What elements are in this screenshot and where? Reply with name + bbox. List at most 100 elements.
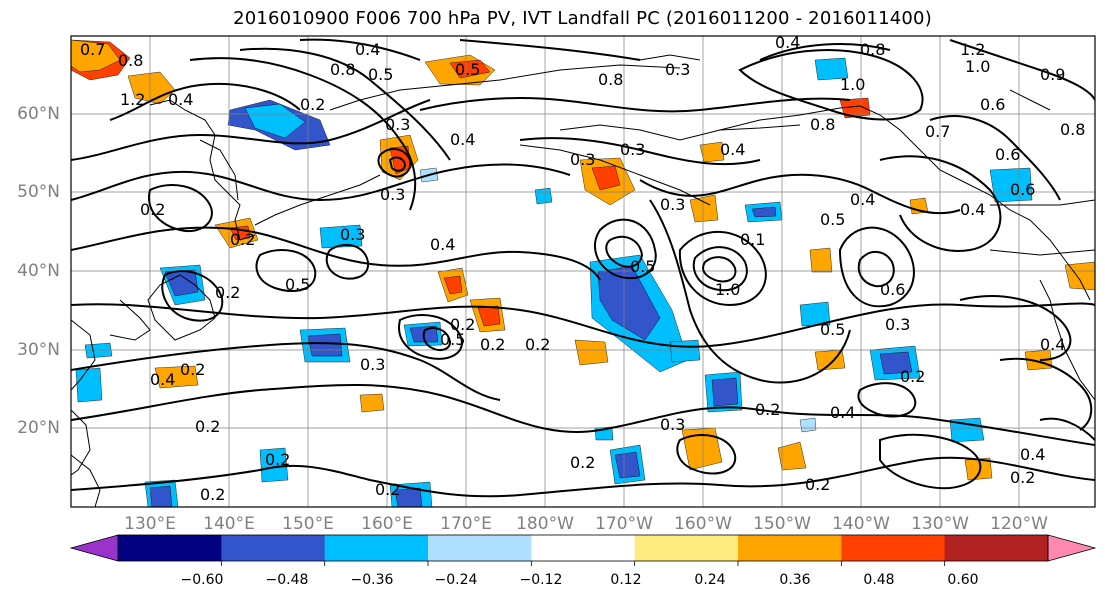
contour-label: 0.4 [1020, 445, 1045, 464]
contour-label: 0.4 [450, 130, 475, 149]
contour-label: 1.2 [120, 90, 145, 109]
contour-label: 0.2 [525, 335, 550, 354]
contour-label: 0.6 [980, 95, 1005, 114]
contour-label: 0.3 [620, 140, 645, 159]
plot-frame [70, 35, 1096, 508]
contour-label: 0.2 [215, 283, 240, 302]
colorbar-swatch [841, 535, 946, 561]
plot-background [71, 36, 1095, 507]
contour-label: 0.2 [480, 335, 505, 354]
contour-label: 0.7 [925, 122, 950, 141]
contour-label: 0.4 [775, 33, 800, 52]
colorbar-tick-label: −0.36 [350, 572, 394, 588]
lon-label: 150°E [282, 514, 334, 534]
colorbar-swatch [118, 535, 222, 561]
lon-label: 160°E [361, 514, 413, 534]
contour-label: 0.4 [830, 403, 855, 422]
contour-label: 0.3 [665, 60, 690, 79]
contour-label: 0.8 [118, 51, 143, 70]
colorbar-tick-label: 0.60 [947, 572, 979, 588]
lat-label: 30°N [17, 340, 60, 360]
lon-label: 130°W [911, 514, 969, 534]
contour-label: 0.2 [375, 480, 400, 499]
lon-label: 180°W [516, 514, 574, 534]
contour-label: 1.0 [840, 75, 865, 94]
contour-label: 0.5 [285, 275, 310, 294]
contour-label: 0.3 [660, 195, 685, 214]
colorbar-tick-label: 0.36 [779, 572, 811, 588]
contour-label: 0.2 [570, 453, 595, 472]
colorbar-extend-low [69, 534, 119, 562]
colorbar-tick-label: −0.48 [265, 572, 309, 588]
lon-label: 120°W [990, 514, 1048, 534]
colorbar-swatch [324, 535, 429, 561]
contour-label: 0.2 [300, 95, 325, 114]
contour-label: 0.8 [860, 40, 885, 59]
contour-label: 0.5 [455, 60, 480, 79]
contour-label: 0.4 [168, 90, 193, 109]
colorbar-swatch [738, 535, 842, 561]
contour-label: 0.2 [450, 315, 475, 334]
contour-label: 0.8 [1060, 120, 1085, 139]
lon-label: 170°W [595, 514, 653, 534]
lat-label: 40°N [17, 261, 60, 281]
contour-label: 0.3 [385, 115, 410, 134]
pv-contours [71, 38, 1095, 498]
contour-label: 1.0 [965, 57, 990, 76]
colorbar-swatch [221, 535, 326, 561]
contour-label: 0.3 [570, 150, 595, 169]
contour-label: 0.8 [598, 70, 623, 89]
contour-label: 0.4 [150, 370, 175, 389]
colorbar-swatch [531, 535, 636, 561]
contour-label: 0.3 [340, 225, 365, 244]
colorbar [69, 534, 1097, 566]
contour-label: 0.3 [380, 185, 405, 204]
pv-shading [71, 39, 1095, 507]
contour-label: 0.8 [810, 115, 835, 134]
contour-label: 0.5 [820, 320, 845, 339]
lat-label: 50°N [17, 182, 60, 202]
contour-label: 0.5 [820, 210, 845, 229]
contour-label: 0.3 [660, 415, 685, 434]
contour-label: 0.5 [368, 65, 393, 84]
map-title: 2016010900 F006 700 hPa PV, IVT Landfall… [233, 8, 932, 29]
lon-label: 170°E [440, 514, 492, 534]
colorbar-tick-label: −0.12 [519, 572, 563, 588]
contour-label: 0.3 [360, 355, 385, 374]
lon-label: 130°E [124, 514, 176, 534]
contour-label: 0.3 [885, 315, 910, 334]
contour-label: 0.2 [195, 417, 220, 436]
colorbar-swatch [634, 535, 739, 561]
colorbar-tick-label: 0.12 [610, 572, 642, 588]
contour-label: 0.4 [430, 235, 455, 254]
contour-label: 0.4 [960, 200, 985, 219]
contour-label: 0.2 [265, 450, 290, 469]
contour-label: 0.4 [720, 140, 745, 159]
contour-label: 0.2 [805, 475, 830, 494]
contour-label: 0.2 [755, 400, 780, 419]
contour-label: 0.2 [180, 360, 205, 379]
map-layers: 0.70.80.40.50.80.30.40.50.21.2 0.40.8 1.01… [71, 33, 1095, 507]
colorbar-extend-high [1047, 534, 1097, 562]
lat-label: 60°N [17, 104, 60, 124]
coastlines [71, 54, 1095, 507]
contour-label: 0.1 [740, 230, 765, 249]
lat-label: 20°N [17, 418, 60, 438]
lon-label: 140°E [203, 514, 255, 534]
contour-label: 0.5 [440, 330, 465, 349]
contour-label: 0.2 [230, 230, 255, 249]
colorbar-frame [117, 534, 1049, 562]
colorbar-swatch [428, 535, 532, 561]
contour-label: 0.9 [1040, 65, 1065, 84]
contour-label: 0.5 [630, 257, 655, 276]
contour-label: 0.7 [80, 40, 105, 59]
lon-label: 150°W [753, 514, 811, 534]
contour-label: 0.6 [995, 145, 1020, 164]
contour-label: 0.4 [355, 40, 380, 59]
contour-label: 0.2 [200, 485, 225, 504]
colorbar-tick-label: 0.24 [694, 572, 726, 588]
contour-label: 0.8 [330, 60, 355, 79]
lon-label: 140°W [832, 514, 890, 534]
contour-label: 0.4 [850, 190, 875, 209]
